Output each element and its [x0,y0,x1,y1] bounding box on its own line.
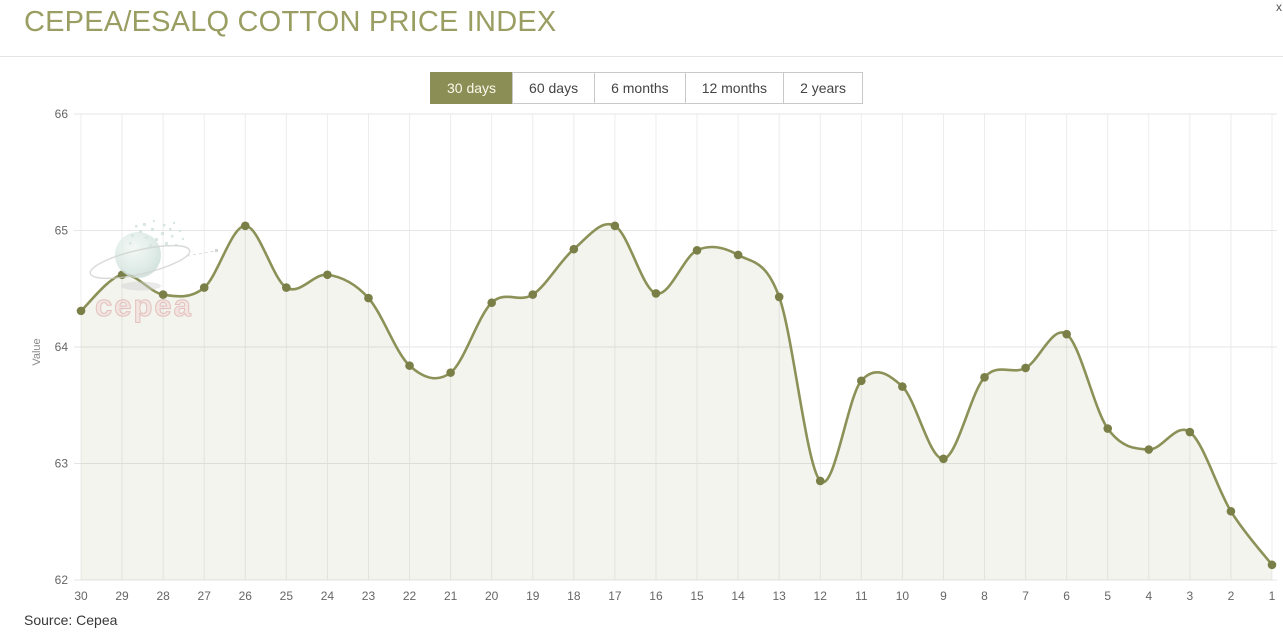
x-axis-labels: 30 29 28 27 26 25 24 23 22 21 20 19 18 17 16 15 14 13 12 11… [74,589,1275,603]
data-point-day-22[interactable] [405,361,414,370]
x-tick-label: 29 [115,589,129,603]
x-tick-label: 5 [1104,589,1111,603]
y-tick-label: 63 [55,457,69,471]
data-point-day-18[interactable] [569,244,579,254]
time-range-button-group: 30 days 60 days 6 months 12 months 2 years [430,72,863,104]
data-point-day-11[interactable] [857,376,866,386]
x-tick-label: 14 [731,589,745,603]
x-tick-label: 25 [280,589,294,603]
data-point-day-2[interactable] [1226,506,1236,516]
data-point-day-27[interactable] [199,283,209,292]
y-gridlines [74,113,1277,581]
x-tick-label: 13 [772,589,786,603]
chart-canvas: 30 29 28 27 26 25 24 23 22 21 20 19 18 17 16 15 14 13 12 11… [31,107,1277,603]
x-tick-label: 23 [362,589,376,603]
y-axis-labels: 62 63 64 65 66 [55,107,69,587]
x-tick-label: 4 [1145,589,1152,603]
data-point-day-24[interactable] [323,270,332,280]
x-tick-label: 27 [198,589,212,603]
x-tick-label: 21 [444,589,458,603]
x-tick-label: 3 [1187,589,1194,603]
x-tick-label: 16 [649,589,663,603]
range-button-30-days[interactable]: 30 days [430,72,514,104]
data-point-day-5[interactable] [1103,424,1113,433]
x-tick-label: 28 [156,589,170,603]
data-point-day-1[interactable] [1267,560,1277,570]
data-point-day-19[interactable] [528,290,538,299]
x-tick-label: 11 [855,589,868,603]
x-tick-label: 26 [239,589,253,603]
data-point-day-20[interactable] [487,298,496,308]
x-tick-label: 19 [526,589,540,603]
x-tick-label: 24 [321,589,335,603]
data-point-day-15[interactable] [692,246,702,255]
x-tick-label: 15 [690,589,704,603]
range-button-12-months[interactable]: 12 months [684,72,785,104]
y-tick-label: 65 [55,224,69,238]
data-point-day-28[interactable] [158,290,168,299]
x-tick-label: 10 [896,589,910,603]
data-point-day-4[interactable] [1144,445,1154,454]
page-title: CEPEA/ESALQ COTTON PRICE INDEX [24,6,557,38]
close-icon[interactable]: x [1276,0,1282,14]
y-tick-label: 66 [55,107,69,121]
price-index-chart: 30 29 28 27 26 25 24 23 22 21 20 19 18 17 16 15 14 13 12 11… [0,100,1283,612]
x-tick-label: 22 [403,589,417,603]
data-point-day-9[interactable] [939,454,948,464]
data-point-day-26[interactable] [240,221,250,231]
data-point-day-25[interactable] [282,283,291,292]
x-tick-label: 18 [567,589,581,603]
x-tick-label: 1 [1269,589,1276,603]
x-tick-label: 12 [814,589,828,603]
x-tick-label: 17 [608,589,622,603]
x-tick-label: 20 [485,589,499,603]
data-point-day-7[interactable] [1021,363,1030,373]
source-note: Source: Cepea [24,612,118,628]
x-tick-label: 6 [1063,589,1070,603]
data-point-day-16[interactable] [651,289,661,298]
area-fill [81,224,1272,580]
data-point-day-30[interactable] [76,306,86,316]
data-point-day-21[interactable] [446,368,455,377]
x-tick-label: 30 [74,589,88,603]
x-tick-label: 8 [981,589,988,603]
x-tick-label: 9 [940,589,947,603]
data-point-day-3[interactable] [1185,427,1195,437]
y-tick-label: 64 [55,340,69,354]
x-tick-label: 7 [1022,589,1029,603]
data-point-day-29[interactable] [117,270,127,280]
data-point-day-6[interactable] [1062,329,1071,339]
y-axis-title: Value [31,338,43,365]
range-button-2-years[interactable]: 2 years [783,72,863,104]
data-point-day-14[interactable] [733,250,743,260]
data-point-day-10[interactable] [898,382,907,391]
data-point-day-23[interactable] [364,293,373,303]
header-divider [0,56,1283,57]
y-tick-label: 62 [55,573,69,587]
range-button-60-days[interactable]: 60 days [512,72,596,104]
range-button-6-months[interactable]: 6 months [594,72,686,104]
data-point-day-13[interactable] [774,292,784,302]
data-point-day-8[interactable] [980,372,989,382]
x-tick-label: 2 [1228,589,1235,603]
data-point-day-12[interactable] [815,476,825,486]
data-point-day-17[interactable] [610,221,620,231]
